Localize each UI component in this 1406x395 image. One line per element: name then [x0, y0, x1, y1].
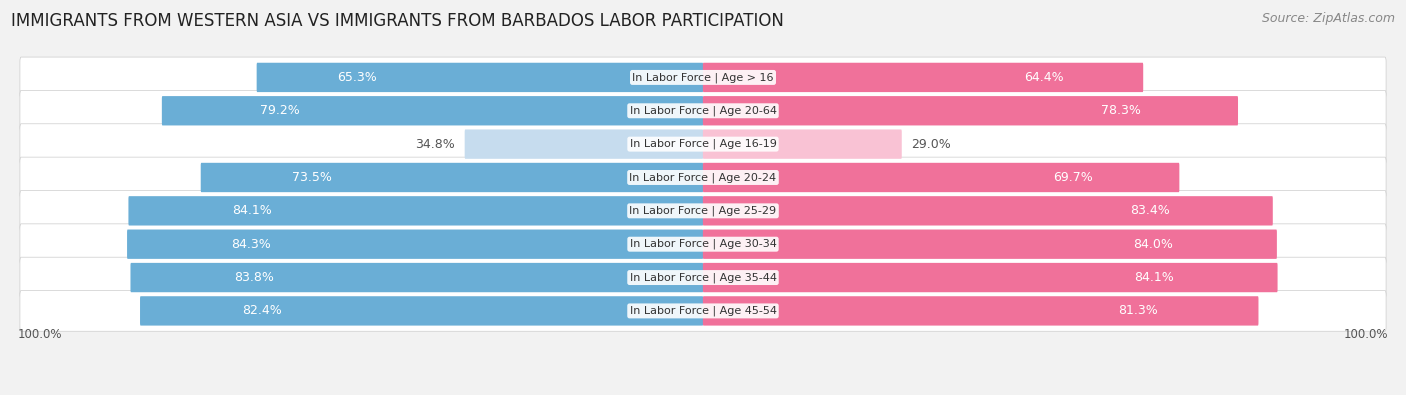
FancyBboxPatch shape — [20, 157, 1386, 198]
Text: 84.1%: 84.1% — [1135, 271, 1174, 284]
Text: In Labor Force | Age 20-24: In Labor Force | Age 20-24 — [630, 172, 776, 183]
FancyBboxPatch shape — [20, 190, 1386, 231]
Text: In Labor Force | Age 20-64: In Labor Force | Age 20-64 — [630, 105, 776, 116]
FancyBboxPatch shape — [703, 196, 1272, 226]
Text: 29.0%: 29.0% — [911, 137, 952, 150]
FancyBboxPatch shape — [131, 263, 703, 292]
Text: 84.0%: 84.0% — [1133, 238, 1173, 251]
Text: Source: ZipAtlas.com: Source: ZipAtlas.com — [1261, 12, 1395, 25]
FancyBboxPatch shape — [20, 257, 1386, 298]
Text: IMMIGRANTS FROM WESTERN ASIA VS IMMIGRANTS FROM BARBADOS LABOR PARTICIPATION: IMMIGRANTS FROM WESTERN ASIA VS IMMIGRAN… — [11, 12, 785, 30]
Text: 34.8%: 34.8% — [415, 137, 456, 150]
FancyBboxPatch shape — [703, 130, 901, 159]
Text: 78.3%: 78.3% — [1101, 104, 1142, 117]
Text: 84.1%: 84.1% — [232, 204, 271, 217]
Text: In Labor Force | Age 30-34: In Labor Force | Age 30-34 — [630, 239, 776, 250]
Text: 82.4%: 82.4% — [242, 305, 281, 318]
FancyBboxPatch shape — [703, 263, 1278, 292]
FancyBboxPatch shape — [464, 130, 703, 159]
FancyBboxPatch shape — [20, 90, 1386, 131]
Text: In Labor Force | Age 16-19: In Labor Force | Age 16-19 — [630, 139, 776, 149]
Text: 73.5%: 73.5% — [291, 171, 332, 184]
FancyBboxPatch shape — [20, 291, 1386, 331]
Text: 83.4%: 83.4% — [1130, 204, 1170, 217]
Text: 81.3%: 81.3% — [1118, 305, 1159, 318]
Text: 69.7%: 69.7% — [1053, 171, 1094, 184]
Legend: Immigrants from Western Asia, Immigrants from Barbados: Immigrants from Western Asia, Immigrants… — [478, 393, 928, 395]
FancyBboxPatch shape — [128, 196, 703, 226]
Text: 65.3%: 65.3% — [337, 71, 377, 84]
FancyBboxPatch shape — [20, 124, 1386, 164]
Text: In Labor Force | Age 25-29: In Labor Force | Age 25-29 — [630, 205, 776, 216]
FancyBboxPatch shape — [703, 229, 1277, 259]
FancyBboxPatch shape — [162, 96, 703, 126]
FancyBboxPatch shape — [257, 63, 703, 92]
Text: In Labor Force | Age > 16: In Labor Force | Age > 16 — [633, 72, 773, 83]
FancyBboxPatch shape — [703, 296, 1258, 325]
FancyBboxPatch shape — [703, 96, 1239, 126]
Text: 100.0%: 100.0% — [17, 328, 62, 341]
FancyBboxPatch shape — [20, 57, 1386, 98]
FancyBboxPatch shape — [703, 63, 1143, 92]
Text: In Labor Force | Age 35-44: In Labor Force | Age 35-44 — [630, 272, 776, 283]
Text: 83.8%: 83.8% — [233, 271, 274, 284]
Text: 79.2%: 79.2% — [260, 104, 299, 117]
Text: 100.0%: 100.0% — [1344, 328, 1389, 341]
FancyBboxPatch shape — [20, 224, 1386, 265]
FancyBboxPatch shape — [201, 163, 703, 192]
FancyBboxPatch shape — [127, 229, 703, 259]
FancyBboxPatch shape — [141, 296, 703, 325]
Text: 64.4%: 64.4% — [1024, 71, 1063, 84]
Text: 84.3%: 84.3% — [231, 238, 271, 251]
FancyBboxPatch shape — [703, 163, 1180, 192]
Text: In Labor Force | Age 45-54: In Labor Force | Age 45-54 — [630, 306, 776, 316]
